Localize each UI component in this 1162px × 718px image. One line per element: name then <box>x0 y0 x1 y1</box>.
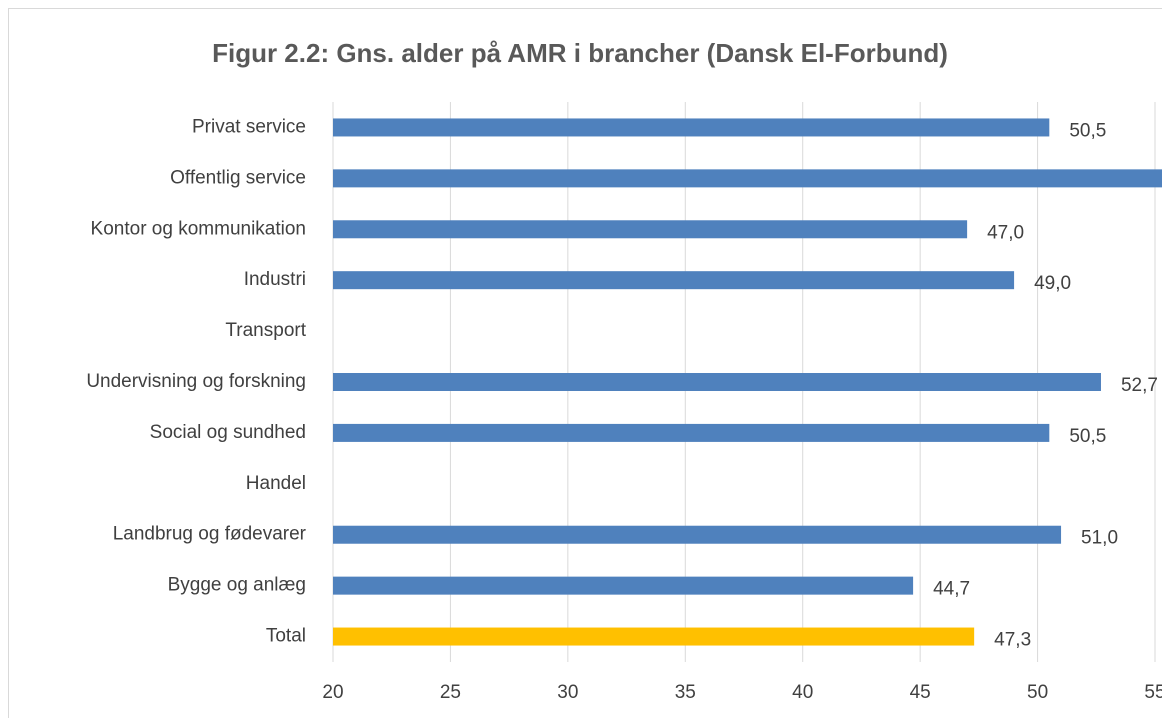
y-tick-label: Industri <box>244 269 306 290</box>
x-tick-label: 50 <box>1027 682 1048 703</box>
y-tick-label: Bygge og anlæg <box>168 575 306 596</box>
value-label: 52,7 <box>1121 375 1158 396</box>
bars <box>333 118 1162 646</box>
bar <box>333 576 914 595</box>
bar <box>333 373 1101 391</box>
bar <box>333 118 1050 137</box>
x-tick-label: 20 <box>322 682 343 703</box>
x-tick-label: 45 <box>910 682 931 703</box>
x-tick-label: 55 <box>1144 682 1162 703</box>
y-tick-label: Landbrug og fødevarer <box>113 524 307 545</box>
bar <box>333 169 1162 188</box>
labels: 20 25 30 35 40 45 50 55 Privat service 50,5 Offent… <box>86 116 1162 703</box>
y-tick-label: Total <box>266 626 306 647</box>
y-tick-label: Transport <box>225 320 306 341</box>
bar <box>333 271 1015 290</box>
value-label: 47,3 <box>994 630 1031 651</box>
value-label: 44,7 <box>933 579 970 600</box>
value-label: 50,5 <box>1069 120 1106 141</box>
chart-title: Figur 2.2: Gns. alder på AMR i brancher … <box>212 38 948 68</box>
y-tick-label: Handel <box>246 473 306 494</box>
x-tick-label: 40 <box>792 682 813 703</box>
x-tick-label: 35 <box>675 682 696 703</box>
value-label: 51,0 <box>1081 528 1118 549</box>
value-label: 47,0 <box>987 222 1024 243</box>
y-tick-label: Undervisning og forskning <box>86 371 306 392</box>
chart-border <box>8 8 1162 718</box>
y-tick-label: Kontor og kommunikation <box>91 218 306 239</box>
x-tick-label: 30 <box>557 682 578 703</box>
bar <box>333 525 1062 544</box>
bar <box>333 220 968 239</box>
x-tick-label: 25 <box>440 682 461 703</box>
y-tick-label: Social og sundhed <box>150 422 306 443</box>
y-tick-label: Offentlig service <box>170 167 306 188</box>
y-tick-label: Privat service <box>192 116 306 137</box>
value-label: 49,0 <box>1034 273 1071 294</box>
bar <box>333 627 975 646</box>
bar <box>333 423 1050 442</box>
value-label: 50,5 <box>1069 426 1106 447</box>
